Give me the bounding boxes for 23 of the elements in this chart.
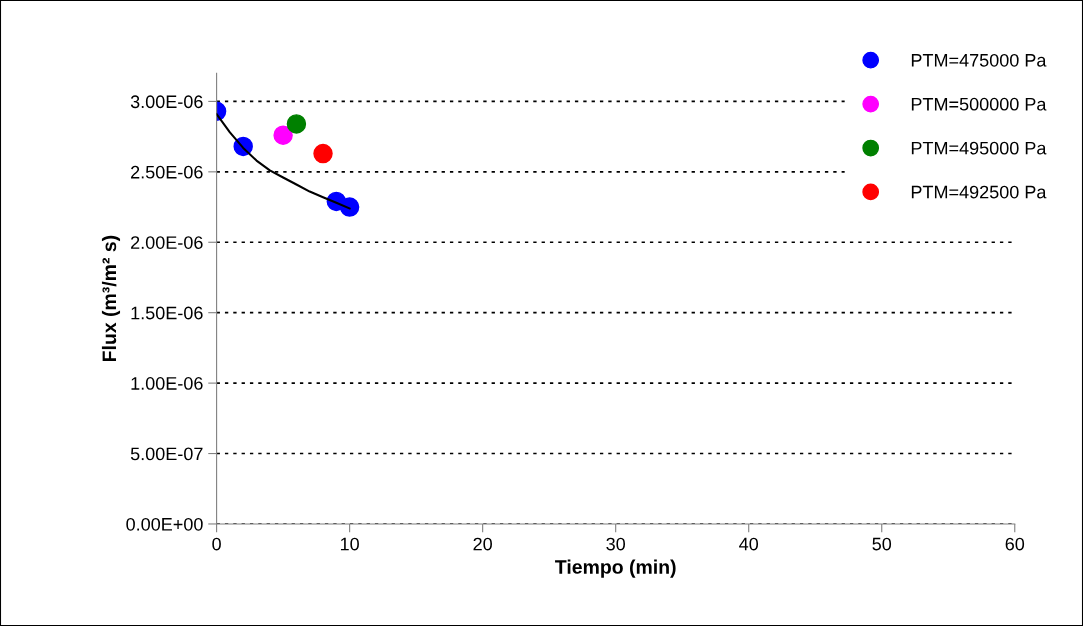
y-tick-label: 2.00E-06 [131,236,203,249]
y-tick-label: 0.00E+00 [126,517,203,531]
y-axis-title: Flux (m³/m² s) [101,235,121,362]
y-tick-label: 5.00E-07 [130,447,203,461]
y-tick-label: 1.00E-06 [131,377,203,390]
x-tick-label: 60 [1005,537,1025,551]
legend-label: PTM=492500 Pa [911,185,1047,199]
legend-label: PTM=475000 Pa [911,53,1047,67]
x-tick-label: 40 [739,537,759,551]
y-tick-label: 1.50E-06 [131,306,203,320]
legend-label: PTM=500000 Pa [911,97,1047,111]
x-tick-label: 20 [473,537,492,551]
y-tick-label: 3.00E-06 [130,95,203,109]
x-tick-label: 10 [340,537,359,551]
x-tick-label: 30 [606,537,626,551]
legend-label: PTM=495000 Pa [911,141,1047,155]
y-tick-label: 2.50E-06 [131,165,203,179]
point [273,125,293,145]
point [313,143,333,164]
x-tick-label: 0 [212,537,221,551]
x-tick-label: 50 [872,537,892,551]
x-axis-title: Tiempo (min) [555,559,676,578]
point [286,114,307,134]
